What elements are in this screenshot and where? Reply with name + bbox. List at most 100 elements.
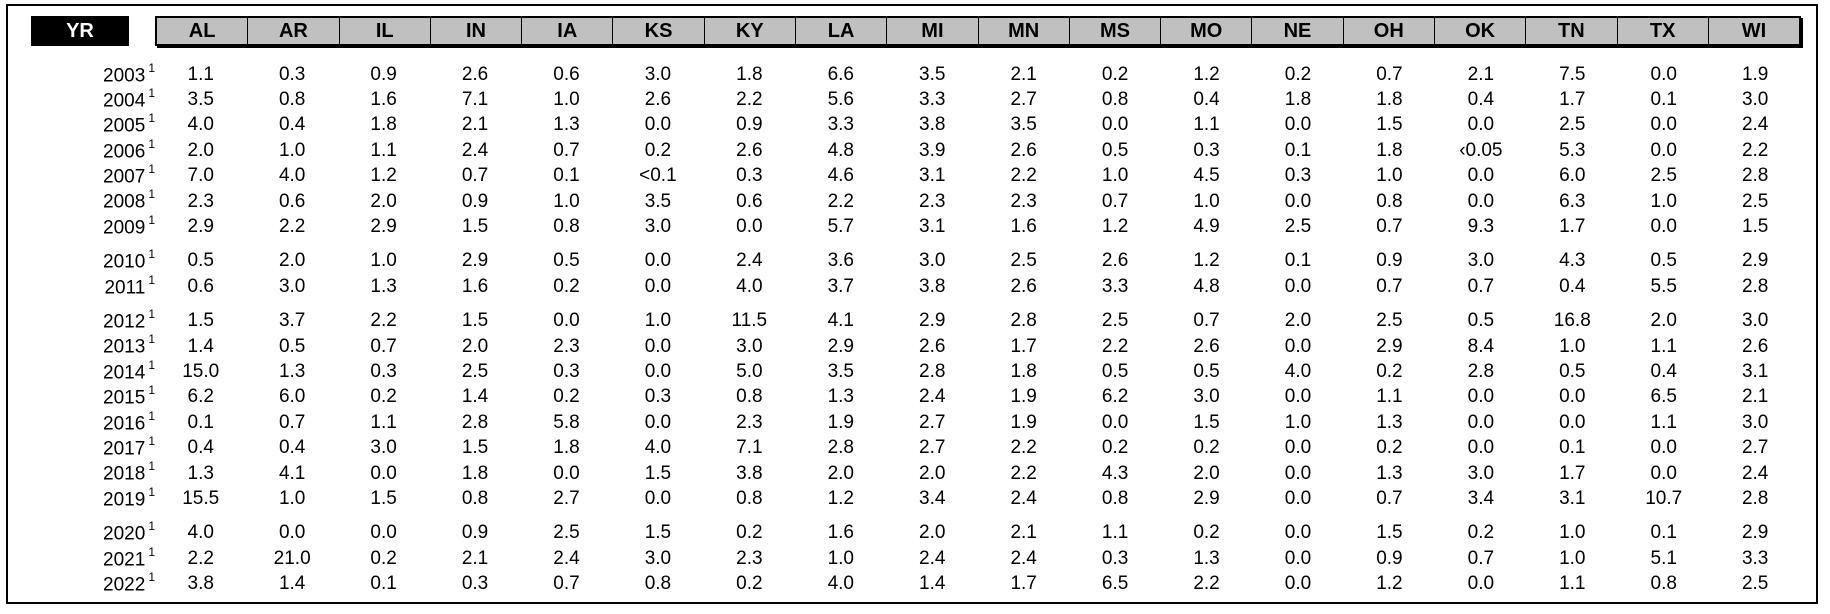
value-cell-al: 1.4 [187,335,214,357]
value-cell-mn: 2.5 [1010,250,1037,272]
value-cell-ks: 1.0 [644,310,672,332]
value-cell-ar: 0.4 [278,437,306,459]
table-row: 2011 1 0.6 3.0 1.3 1.6 0.2 0.0 4.0 3.7 3.8 2.6 3.3 4.… [31,273,1801,299]
value-cell-ky: 5.0 [736,360,763,382]
value-cell-ms: 0.8 [1101,487,1129,509]
value-cell-ok: 0.0 [1467,573,1495,595]
value-cell-mn: 1.9 [1010,411,1037,433]
year-cell: 2013 1 [31,332,155,358]
value-cell-in: 0.9 [461,190,489,212]
value-cell-ne: 2.5 [1284,216,1312,238]
year-cell: 2019 1 [31,484,155,511]
value-cell-ar: 1.3 [278,360,306,382]
value-cell-tx: 2.5 [1650,165,1677,187]
table-row: 2022 1 3.8 1.4 0.1 0.3 0.7 0.8 0.2 4.0 1.4 1.7 6.5 2.… [31,570,1801,596]
value-cell-mo: 4.8 [1193,275,1220,297]
footnote-marker: 1 [148,484,155,499]
value-cell-mi: 3.0 [919,250,946,272]
value-cell-mn: 1.6 [1010,216,1037,238]
value-cell-wi: 3.1 [1741,360,1769,382]
value-cell-tn: 6.3 [1559,190,1586,212]
value-cell-la: 5.7 [827,216,854,238]
footnote-marker: 1 [148,187,155,202]
value-cell-wi: 3.0 [1741,411,1769,433]
year-cell: 2007 1 [31,162,155,188]
value-cell-ne: 2.0 [1284,310,1312,332]
value-cell-ia: 0.7 [553,139,580,161]
value-cell-ms: 0.0 [1101,114,1129,136]
value-cell-mn: 2.3 [1010,190,1037,212]
value-cell-il: 0.0 [370,462,397,484]
value-cell-ks: 0.0 [644,360,672,382]
value-cell-ky: 2.6 [736,139,763,161]
footnote-marker: 1 [148,519,155,534]
value-cell-mn: 1.9 [1010,386,1037,408]
value-cell-ks: 3.0 [644,547,672,569]
value-cell-ok: 2.8 [1467,360,1495,382]
value-cell-mi: 2.4 [919,386,946,408]
table-row: 2004 1 3.5 0.8 1.6 7.1 1.0 2.6 2.2 5.6 3.3 2.7 0.8 0.… [31,86,1801,112]
year-cell: 2006 1 [31,137,155,163]
value-cell-tx: 1.1 [1650,411,1677,433]
year-cell: 2011 1 [31,273,155,299]
value-cell-ia: 0.0 [553,310,580,332]
value-cell-il: 1.0 [370,250,397,272]
value-cell-wi: 3.0 [1741,89,1769,111]
value-cell-wi: 2.1 [1741,386,1769,408]
value-cell-wi: 2.8 [1741,487,1769,509]
value-cell-tn: 7.5 [1559,63,1586,85]
value-cell-ks: 0.0 [644,411,672,433]
footnote-marker: 1 [148,544,155,559]
value-cell-la: 3.5 [827,360,854,382]
value-cell-mo: 1.1 [1193,114,1220,136]
value-cell-ok: 9.3 [1467,216,1495,238]
value-cell-la: 2.2 [827,190,854,212]
value-cell-in: 1.6 [461,275,489,297]
value-cell-il: 2.0 [370,190,397,212]
value-cell-il: 0.7 [370,335,397,357]
value-cell-ar: 3.0 [278,275,306,297]
value-cell-ky: 2.2 [736,89,763,111]
value-cell-ok: 3.0 [1467,250,1495,272]
value-cell-ky: 0.6 [736,190,763,212]
value-cell-al: 1.3 [187,462,214,484]
state-header-tn: TN [1526,18,1618,44]
value-cell-il: 0.0 [370,522,397,544]
value-cell-mo: 2.6 [1193,335,1220,357]
value-cell-wi: 2.4 [1741,462,1769,484]
value-cell-mi: 2.4 [919,547,946,569]
value-cell-tx: 0.5 [1650,250,1677,272]
year-cell: 2003 1 [31,61,155,87]
value-cell-mn: 1.7 [1010,573,1037,595]
value-cell-ky: 0.8 [736,487,763,509]
value-cell-mo: 1.3 [1193,547,1220,569]
year-cell: 2016 1 [31,409,155,435]
footnote-marker: 1 [148,111,155,126]
value-cell-oh: 0.7 [1376,216,1403,238]
value-cell-in: 1.8 [461,462,489,484]
value-cell-tn: 1.7 [1559,89,1586,111]
value-cell-la: 2.8 [827,437,854,459]
value-cell-ms: 0.0 [1101,411,1129,433]
value-cell-il: 0.2 [370,386,397,408]
value-cell-tn: 1.0 [1559,522,1586,544]
value-cell-ok: 0.7 [1467,275,1495,297]
value-cell-oh: 0.7 [1376,275,1403,297]
value-cell-al: 3.5 [187,89,214,111]
value-cell-ms: 6.5 [1101,573,1129,595]
table-row: 2015 1 6.2 6.0 0.2 1.4 0.2 0.3 0.8 1.3 2.4 1.9 6.2 3.… [31,383,1801,410]
value-cell-tn: 3.1 [1559,487,1586,509]
value-cell-in: 1.5 [461,216,489,238]
value-cell-ky: 1.8 [736,63,763,85]
table-row: 2020 1 4.0 0.0 0.0 0.9 2.5 1.5 0.2 1.6 2.0 2.1 1.1 0.… [31,519,1801,546]
value-cell-il: 1.6 [370,89,397,111]
value-cell-oh: 2.9 [1376,335,1403,357]
value-cell-tx: 0.0 [1650,216,1677,238]
year-label: 2018 [103,463,146,485]
value-cell-mo: 1.2 [1193,250,1220,272]
value-cell-in: 2.5 [461,360,489,382]
value-cell-al: 0.6 [187,275,214,297]
value-cell-ms: 1.2 [1101,216,1129,238]
value-cell-il: 1.1 [370,411,397,433]
value-cell-ia: 0.5 [553,250,580,272]
